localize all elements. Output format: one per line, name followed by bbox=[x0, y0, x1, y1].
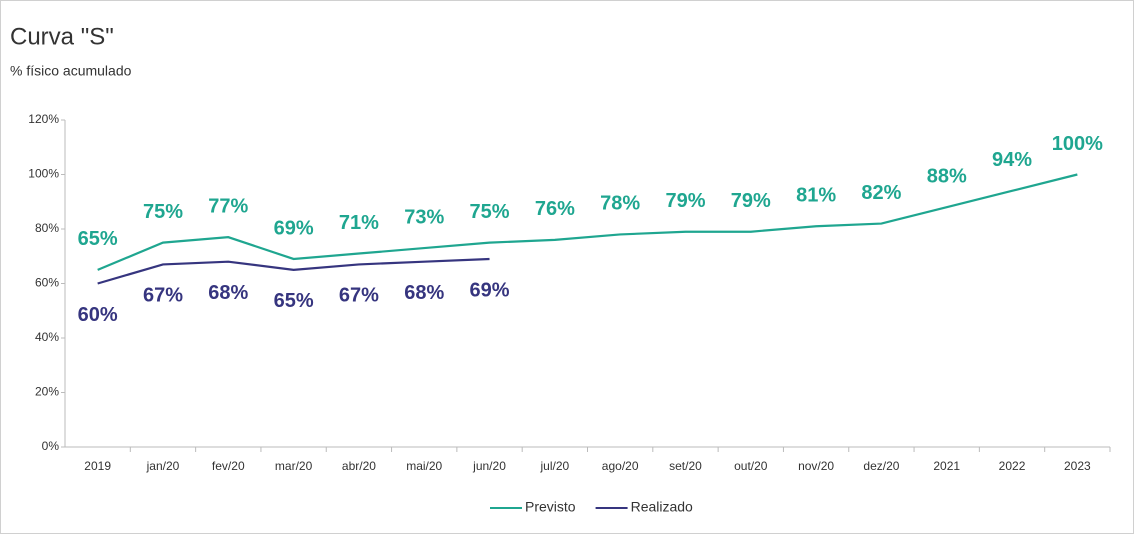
data-label: 77% bbox=[208, 195, 248, 217]
x-tick-label: dez/20 bbox=[863, 459, 899, 473]
data-label: 65% bbox=[78, 228, 118, 250]
x-tick-label: jul/20 bbox=[540, 459, 570, 473]
x-tick-label: 2021 bbox=[933, 459, 960, 473]
data-label: 79% bbox=[665, 190, 705, 212]
data-label: 73% bbox=[404, 206, 444, 228]
data-label: 67% bbox=[339, 285, 379, 307]
data-label: 69% bbox=[470, 279, 510, 301]
data-label: 100% bbox=[1052, 133, 1103, 155]
legend-label: Previsto bbox=[525, 499, 576, 515]
y-tick-label: 0% bbox=[42, 439, 60, 453]
data-label: 79% bbox=[731, 190, 771, 212]
data-label: 75% bbox=[143, 201, 183, 223]
series-line bbox=[97, 257, 490, 285]
x-tick-label: set/20 bbox=[669, 459, 702, 473]
data-label: 60% bbox=[78, 304, 118, 326]
x-tick-label: abr/20 bbox=[342, 459, 376, 473]
data-label: 94% bbox=[992, 149, 1032, 171]
chart-title: Curva "S" bbox=[10, 23, 114, 50]
data-label: 82% bbox=[861, 182, 901, 204]
y-tick-label: 60% bbox=[35, 276, 59, 290]
x-tick-label: mar/20 bbox=[275, 459, 313, 473]
series-line bbox=[97, 173, 1078, 271]
data-label: 88% bbox=[927, 165, 967, 187]
data-label: 67% bbox=[143, 285, 183, 307]
data-label: 68% bbox=[208, 282, 248, 304]
data-label: 69% bbox=[274, 217, 314, 239]
x-tick-label: mai/20 bbox=[406, 459, 442, 473]
data-label: 78% bbox=[600, 193, 640, 215]
x-tick-label: 2019 bbox=[84, 459, 111, 473]
chart-subtitle: % físico acumulado bbox=[10, 63, 132, 79]
y-tick-label: 20% bbox=[35, 385, 59, 399]
x-tick-label: ago/20 bbox=[602, 459, 639, 473]
y-tick-label: 40% bbox=[35, 330, 59, 344]
data-label: 75% bbox=[470, 201, 510, 223]
x-tick-label: out/20 bbox=[734, 459, 768, 473]
x-tick-label: jun/20 bbox=[472, 459, 506, 473]
data-label: 71% bbox=[339, 212, 379, 234]
y-tick-label: 100% bbox=[28, 167, 59, 181]
data-label: 65% bbox=[274, 290, 314, 312]
x-tick-label: 2022 bbox=[999, 459, 1026, 473]
data-label: 76% bbox=[535, 198, 575, 220]
x-tick-label: fev/20 bbox=[212, 459, 245, 473]
y-tick-label: 80% bbox=[35, 221, 59, 235]
x-tick-label: nov/20 bbox=[798, 459, 834, 473]
x-tick-label: 2023 bbox=[1064, 459, 1091, 473]
data-label: 81% bbox=[796, 185, 836, 207]
x-tick-label: jan/20 bbox=[146, 459, 180, 473]
data-label: 68% bbox=[404, 282, 444, 304]
legend-label: Realizado bbox=[631, 499, 693, 515]
y-tick-label: 120% bbox=[28, 112, 59, 126]
